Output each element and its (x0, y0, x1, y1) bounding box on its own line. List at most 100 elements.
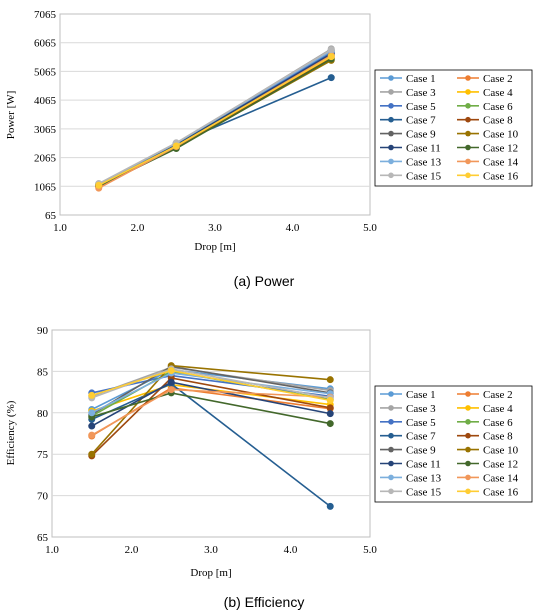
legend-marker (465, 460, 471, 467)
data-point (327, 74, 335, 82)
x-tick-label: 4.0 (286, 222, 300, 234)
y-tick-label: 7065 (34, 9, 57, 21)
legend-label: Case 4 (483, 403, 513, 415)
data-point (95, 181, 103, 189)
legend-label: Case 12 (483, 459, 518, 471)
legend-marker (465, 446, 471, 453)
y-tick-label: 85 (37, 366, 49, 378)
legend-marker (388, 103, 394, 109)
data-point (326, 404, 334, 412)
legend-marker (388, 432, 394, 439)
legend-marker (388, 419, 394, 425)
legend-label: Case 11 (406, 143, 441, 155)
efficiency-x-ticks: 1.0 2.0 3.0 4.0 5.0 (45, 544, 377, 556)
legend-marker (388, 130, 394, 137)
y-tick-label: 65 (37, 532, 49, 544)
legend-marker (465, 75, 471, 81)
y-tick-label: 75 (37, 449, 49, 461)
legend-label: Case 6 (483, 417, 513, 429)
legend-label: Case 14 (483, 472, 519, 484)
legend-marker (388, 75, 394, 81)
efficiency-y-ticks: 65 70 75 80 85 90 (37, 325, 49, 544)
power-y-axis-label: Power [W] (5, 91, 17, 140)
legend-label: Case 9 (406, 445, 436, 457)
legend-marker (388, 158, 394, 165)
legend-label: Case 9 (406, 129, 436, 141)
legend-label: Case 2 (483, 73, 513, 85)
data-point (326, 420, 334, 428)
legend-marker (388, 144, 394, 151)
efficiency-x-axis-label: Drop [m] (190, 567, 231, 579)
efficiency-plot-area (51, 329, 371, 538)
data-point (326, 502, 334, 510)
legend-label: Case 16 (483, 170, 519, 182)
legend-label: Case 8 (483, 115, 513, 127)
legend-label: Case 15 (406, 486, 442, 498)
y-tick-label: 70 (37, 491, 49, 503)
power-legend: Case 1 Case 2 Case 3 Case 4 Case 5 Case 6 Case… (380, 73, 519, 182)
data-point (88, 450, 96, 458)
power-caption: (a) Power (234, 273, 295, 289)
power-y-ticks: 65 1065 2065 3065 4065 5065 6065 7065 (34, 9, 57, 222)
legend-marker (388, 391, 394, 397)
legend-label: Case 4 (483, 87, 513, 99)
x-tick-label: 3.0 (208, 222, 222, 234)
x-tick-label: 3.0 (204, 544, 218, 556)
y-tick-label: 1065 (34, 181, 57, 193)
legend-marker (388, 474, 394, 481)
legend-marker (465, 103, 471, 109)
legend-marker (465, 405, 471, 411)
data-point (167, 386, 175, 394)
power-legend-box (374, 69, 533, 187)
y-tick-label: 5065 (34, 66, 57, 78)
legend-marker (388, 89, 394, 95)
data-point (88, 391, 96, 399)
legend-label: Case 1 (406, 389, 436, 401)
legend-marker (465, 116, 471, 123)
data-point (88, 409, 96, 417)
data-point (327, 46, 335, 54)
legend-label: Case 3 (406, 87, 436, 99)
series-line (91, 392, 331, 425)
efficiency-series (88, 362, 334, 510)
x-tick-label: 4.0 (284, 544, 298, 556)
data-point (326, 396, 334, 404)
legend-marker (388, 446, 394, 453)
legend-label: Case 14 (483, 156, 519, 168)
y-tick-label: 4065 (34, 95, 57, 107)
legend-marker (465, 391, 471, 397)
power-chart: 65 1065 2065 3065 4065 5065 6065 7065 1.0 2.0 3.0… (5, 9, 533, 289)
legend-label: Case 13 (406, 472, 442, 484)
power-gridlines (60, 42, 370, 187)
efficiency-legend-box (374, 385, 533, 503)
y-tick-label: 3065 (34, 124, 57, 136)
legend-label: Case 15 (406, 170, 442, 182)
series-line (98, 48, 332, 185)
legend-label: Case 7 (406, 115, 436, 127)
legend-marker (465, 172, 471, 179)
legend-marker (465, 89, 471, 95)
legend-label: Case 10 (483, 445, 519, 457)
x-tick-label: 2.0 (131, 222, 145, 234)
y-tick-label: 2065 (34, 153, 57, 165)
data-point (326, 410, 334, 418)
y-tick-label: 80 (37, 408, 49, 420)
y-tick-label: 65 (45, 210, 57, 222)
y-tick-label: 90 (37, 325, 49, 337)
power-series (95, 45, 335, 192)
y-tick-label: 6065 (34, 38, 57, 50)
series-line (91, 382, 331, 507)
legend-marker (465, 432, 471, 439)
power-x-ticks: 1.0 2.0 3.0 4.0 5.0 (53, 222, 377, 234)
x-tick-label: 2.0 (125, 544, 139, 556)
legend-label: Case 11 (406, 459, 441, 471)
efficiency-caption: (b) Efficiency (224, 594, 305, 610)
x-tick-label: 5.0 (363, 544, 377, 556)
legend-label: Case 7 (406, 431, 436, 443)
legend-label: Case 5 (406, 101, 436, 113)
legend-marker (465, 419, 471, 425)
legend-marker (465, 130, 471, 137)
legend-label: Case 16 (483, 486, 519, 498)
legend-marker (388, 172, 394, 179)
legend-marker (388, 405, 394, 411)
